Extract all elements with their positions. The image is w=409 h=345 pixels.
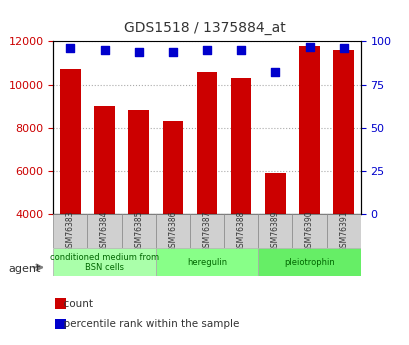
Bar xyxy=(265,173,285,214)
FancyBboxPatch shape xyxy=(53,214,87,248)
Bar xyxy=(299,46,319,214)
Text: GSM76389: GSM76389 xyxy=(270,210,279,252)
Bar xyxy=(60,69,81,214)
Text: GSM76384: GSM76384 xyxy=(100,210,109,252)
Text: GSM76386: GSM76386 xyxy=(168,210,177,252)
Bar xyxy=(55,319,65,329)
Bar xyxy=(128,110,148,214)
Text: GSM76391: GSM76391 xyxy=(338,210,347,252)
Point xyxy=(169,49,176,55)
Bar xyxy=(94,106,115,214)
FancyBboxPatch shape xyxy=(224,214,258,248)
FancyBboxPatch shape xyxy=(53,248,155,276)
Bar xyxy=(196,71,217,214)
FancyBboxPatch shape xyxy=(87,214,121,248)
FancyBboxPatch shape xyxy=(155,248,258,276)
Text: agent: agent xyxy=(8,264,40,274)
Text: GSM76387: GSM76387 xyxy=(202,210,211,252)
Point xyxy=(237,47,244,53)
Point xyxy=(135,49,142,55)
Text: count: count xyxy=(57,299,93,308)
FancyBboxPatch shape xyxy=(258,214,292,248)
FancyBboxPatch shape xyxy=(155,214,189,248)
Text: GSM76385: GSM76385 xyxy=(134,210,143,252)
Text: heregulin: heregulin xyxy=(187,258,227,267)
FancyBboxPatch shape xyxy=(258,248,360,276)
FancyBboxPatch shape xyxy=(121,214,155,248)
Bar xyxy=(333,50,353,214)
Point xyxy=(306,44,312,49)
Text: GSM76388: GSM76388 xyxy=(236,210,245,252)
FancyBboxPatch shape xyxy=(326,214,360,248)
Point xyxy=(67,46,74,51)
Point xyxy=(339,46,346,51)
Bar xyxy=(162,121,183,214)
Point xyxy=(101,47,108,53)
Text: conditioned medium from
BSN cells: conditioned medium from BSN cells xyxy=(50,253,159,272)
Text: pleiotrophin: pleiotrophin xyxy=(283,258,334,267)
Point xyxy=(203,47,210,53)
Bar xyxy=(55,298,65,309)
FancyBboxPatch shape xyxy=(292,214,326,248)
Text: GSM76390: GSM76390 xyxy=(304,210,313,252)
Text: percentile rank within the sample: percentile rank within the sample xyxy=(57,319,239,329)
Text: GSM76383: GSM76383 xyxy=(66,210,75,252)
Bar xyxy=(230,78,251,214)
Text: GDS1518 / 1375884_at: GDS1518 / 1375884_at xyxy=(124,21,285,34)
Point xyxy=(272,70,278,75)
FancyBboxPatch shape xyxy=(189,214,224,248)
